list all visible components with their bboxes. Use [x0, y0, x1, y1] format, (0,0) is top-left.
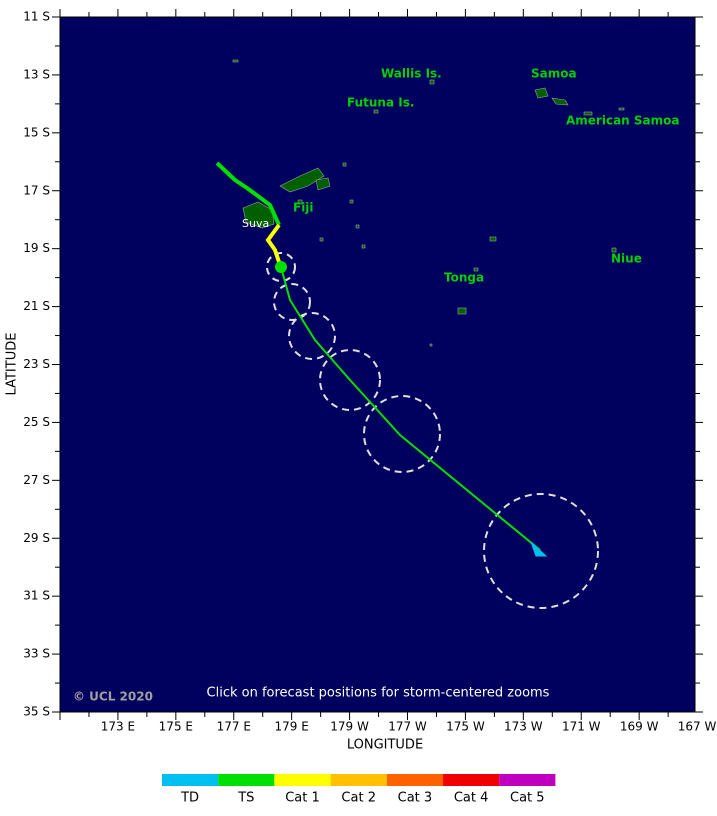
track-past-ts: [215, 161, 281, 226]
legend-swatch: [499, 774, 556, 786]
instruction: Click on forecast positions for storm-ce…: [207, 686, 550, 701]
islands: [232, 59, 625, 347]
x-axis-label: LONGITUDE: [347, 738, 423, 753]
place-label: Fiji: [293, 201, 314, 215]
lon-label: 175 E: [159, 720, 193, 734]
lat-label: 15 S: [23, 125, 50, 139]
lat-label: 19 S: [23, 241, 50, 255]
place-label: Suva: [242, 217, 269, 230]
lat-label: 33 S: [23, 647, 50, 661]
legend-label: TD: [180, 791, 199, 806]
y-axis-label: LATITUDE: [5, 333, 20, 396]
lat-label: 35 S: [23, 705, 50, 719]
place-label: Wallis Is.: [381, 67, 442, 81]
place-label: Samoa: [531, 67, 577, 81]
legend-label: TS: [237, 791, 254, 806]
lon-label: 167 W: [678, 720, 717, 734]
legend-swatch: [162, 774, 219, 786]
lon-label: 179 E: [275, 720, 309, 734]
lat-label: 23 S: [23, 357, 50, 371]
current-position[interactable]: [275, 261, 287, 273]
lat-label: 17 S: [23, 183, 50, 197]
copyright: © UCL 2020: [73, 690, 153, 704]
lon-label: 177 E: [217, 720, 251, 734]
place-label: Futuna Is.: [347, 96, 414, 110]
place-label: American Samoa: [566, 114, 679, 128]
legend-label: Cat 4: [454, 791, 489, 806]
legend-swatch: [330, 774, 387, 786]
legend-label: Cat 3: [398, 791, 433, 806]
lon-label: 171 W: [562, 720, 601, 734]
legend-swatch: [386, 774, 443, 786]
ocean: [60, 17, 695, 712]
lat-label: 13 S: [23, 67, 50, 81]
legend-swatch: [218, 774, 275, 786]
lon-label: 169 W: [620, 720, 659, 734]
track-forecast: [280, 266, 541, 551]
lon-label: 175 W: [446, 720, 485, 734]
lon-label: 177 W: [388, 720, 427, 734]
lon-label: 173 E: [101, 720, 135, 734]
legend-label: Cat 5: [510, 791, 545, 806]
place-label: Tonga: [444, 271, 484, 285]
lat-label: 27 S: [23, 473, 50, 487]
lat-label: 29 S: [23, 531, 50, 545]
legend-label: Cat 1: [285, 791, 320, 806]
lat-label: 31 S: [23, 589, 50, 603]
place-label: Niue: [611, 252, 642, 266]
legend-swatch: [274, 774, 331, 786]
legend-swatch: [443, 774, 500, 786]
track-past-cat1: [265, 223, 282, 266]
legend-label: Cat 2: [341, 791, 376, 806]
lat-label: 25 S: [23, 415, 50, 429]
lon-label: 173 W: [504, 720, 543, 734]
forecast-cones: [266, 252, 599, 609]
lat-label: 21 S: [23, 299, 50, 313]
forecast-end-marker[interactable]: [530, 541, 548, 557]
lat-label: 11 S: [23, 10, 50, 24]
lon-label: 179 W: [330, 720, 369, 734]
